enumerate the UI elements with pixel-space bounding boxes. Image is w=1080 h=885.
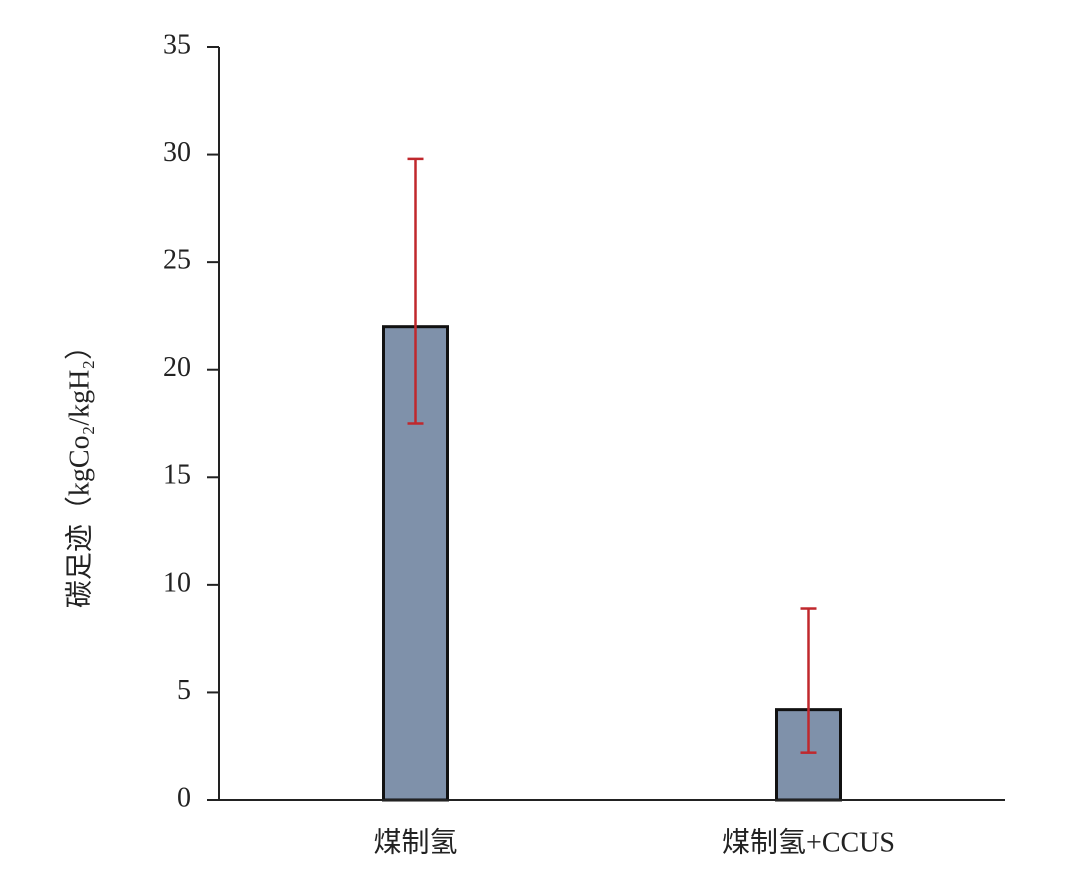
error-bar xyxy=(407,157,424,425)
y-tick-label: 20 xyxy=(163,352,191,383)
y-tick-label: 35 xyxy=(163,29,191,60)
y-tick-label: 5 xyxy=(177,675,191,706)
y-tick-label: 10 xyxy=(163,567,191,598)
x-tick-label: 煤制氢 xyxy=(373,826,457,858)
y-tick-label: 30 xyxy=(163,137,191,168)
y-axis-label: 碳足迹（kgCo₂/kgH₂） xyxy=(63,332,95,608)
error-bar xyxy=(800,607,817,754)
y-tick-label: 15 xyxy=(163,460,191,491)
y-tick-label: 0 xyxy=(177,782,191,813)
x-tick-label: 煤制氢+CCUS xyxy=(722,826,895,858)
y-tick-label: 25 xyxy=(163,245,191,276)
